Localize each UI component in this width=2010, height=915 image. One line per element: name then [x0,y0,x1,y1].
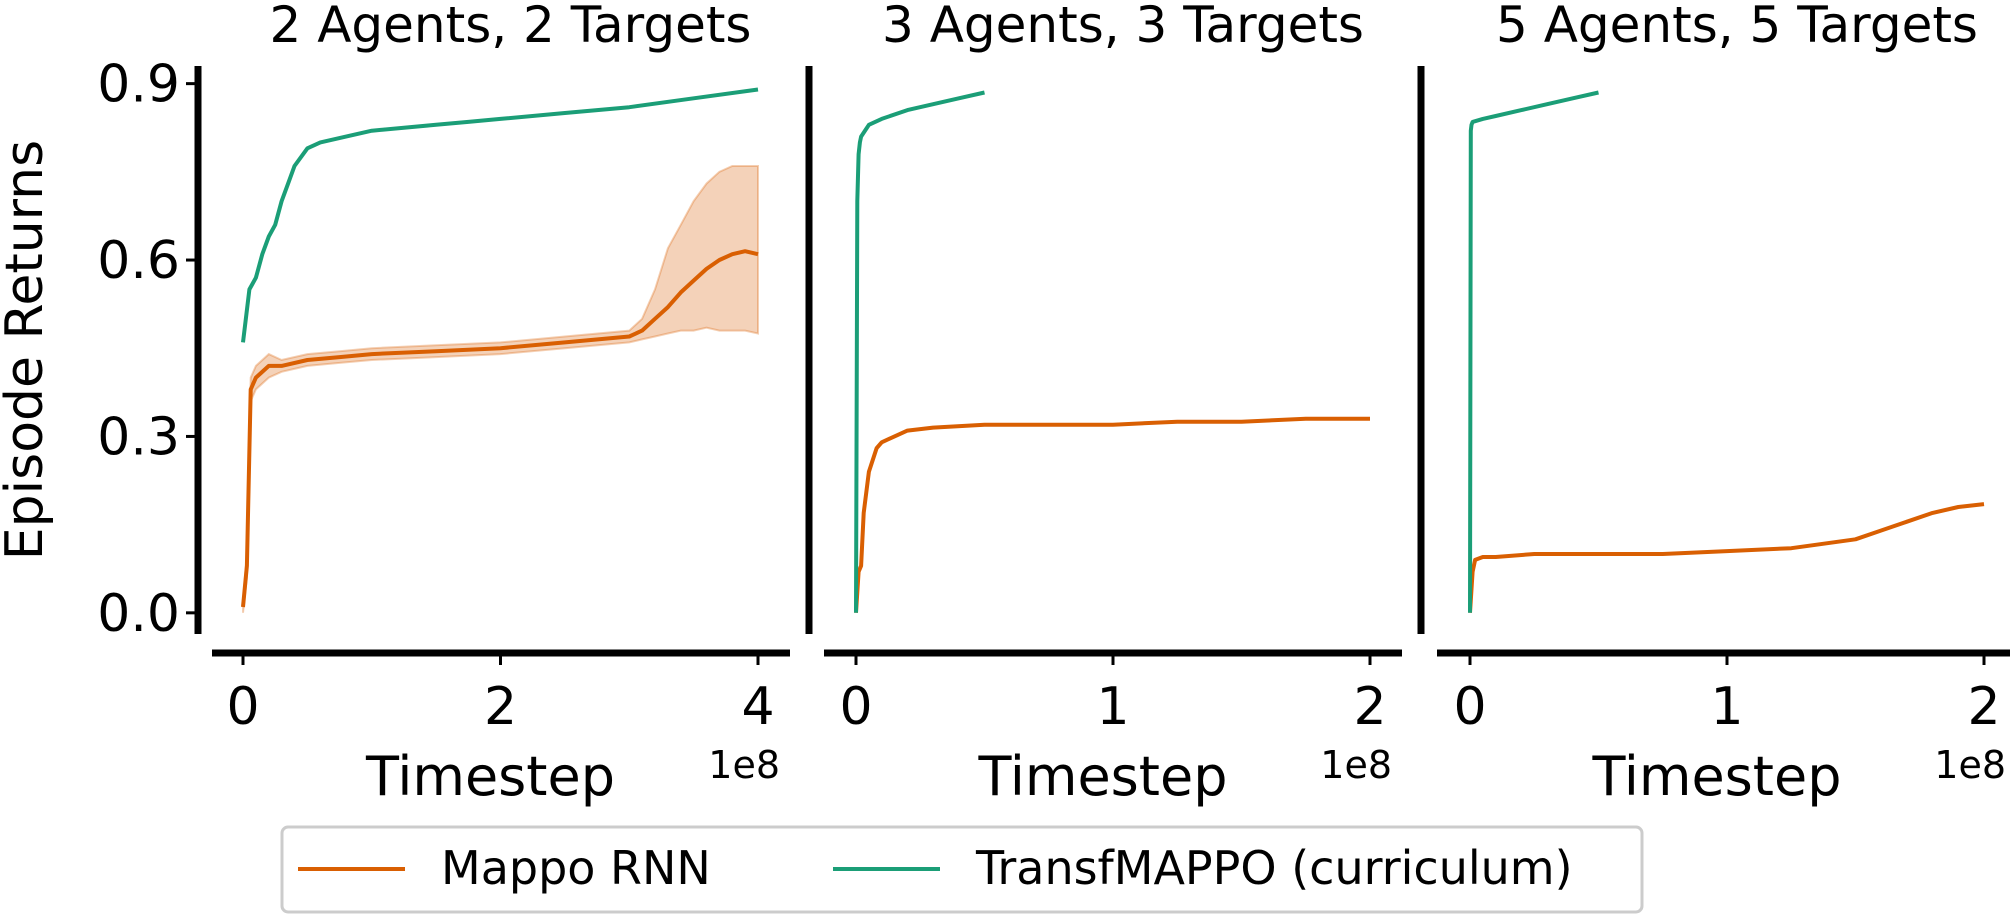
panel-1-mappo-rnn-confidence-band [242,165,759,613]
panel-2-title: 3 Agents, 3 Targets [882,0,1364,54]
panel-3: 5 Agents, 5 Targets 0 1 2 Timestep 1e8 [1417,0,2010,808]
panel-3-title: 5 Agents, 5 Targets [1496,0,1978,54]
panel-1: 2 Agents, 2 Targets 0.0 0.3 0.6 0.9 0 2 4 Timest… [97,0,790,808]
panel-3-xtick-label-0: 0 [1453,677,1486,737]
panel-1-x-axis-label: Timestep [365,745,615,808]
panel-3-x-axis-label: Timestep [1592,745,1842,808]
panel-1-x-offset-label: 1e8 [708,743,780,787]
panel-2-transfmappo-curriculum-line [854,90,985,613]
panel-1-ytick-label-0: 0.0 [97,584,180,644]
panel-2-xtick-label-2: 2 [1353,677,1386,737]
panel-1-xtick-label-2: 4 [741,677,774,737]
panel-2: 3 Agents, 3 Targets 0 1 2 Timestep 1e8 [805,0,1402,808]
panel-3-x-offset-label: 1e8 [1934,743,2006,787]
panel-1-mappo-rnn-line [241,249,759,608]
panel-1-xtick-label-0: 0 [226,677,259,737]
panels: 2 Agents, 2 Targets 0.0 0.3 0.6 0.9 0 2 4 Timest… [97,0,2010,808]
legend-frame [280,825,1644,914]
panel-1-ytick-label-2: 0.6 [97,231,180,291]
legend-label-mappo-rnn: Mappo RNN [441,841,711,895]
panel-3-xtick-label-2: 2 [1967,677,2000,737]
panel-2-x-axis-label: Timestep [978,745,1228,808]
panel-1-ytick-label-1: 0.3 [97,407,180,467]
legend: Mappo RNN TransfMAPPO (curriculum) [280,825,1644,914]
legend-label-transfmappo: TransfMAPPO (curriculum) [975,841,1573,895]
panel-2-xtick-label-1: 1 [1096,677,1129,737]
panel-1-xtick-label-1: 2 [484,677,517,737]
panel-1-transfmappo-curriculum-line [241,87,759,343]
panel-2-x-offset-label: 1e8 [1320,743,1392,787]
panel-2-mappo-rnn-line [854,416,1370,613]
panel-3-mappo-rnn-line [1468,502,1985,613]
panel-1-ytick-label-3: 0.9 [97,55,180,115]
panel-3-transfmappo-curriculum-line [1468,90,1599,613]
y-axis-label: Episode Returns [0,140,55,560]
panel-1-title: 2 Agents, 2 Targets [270,0,752,54]
panel-3-xtick-label-1: 1 [1710,677,1743,737]
panel-2-xtick-label-0: 0 [839,677,872,737]
